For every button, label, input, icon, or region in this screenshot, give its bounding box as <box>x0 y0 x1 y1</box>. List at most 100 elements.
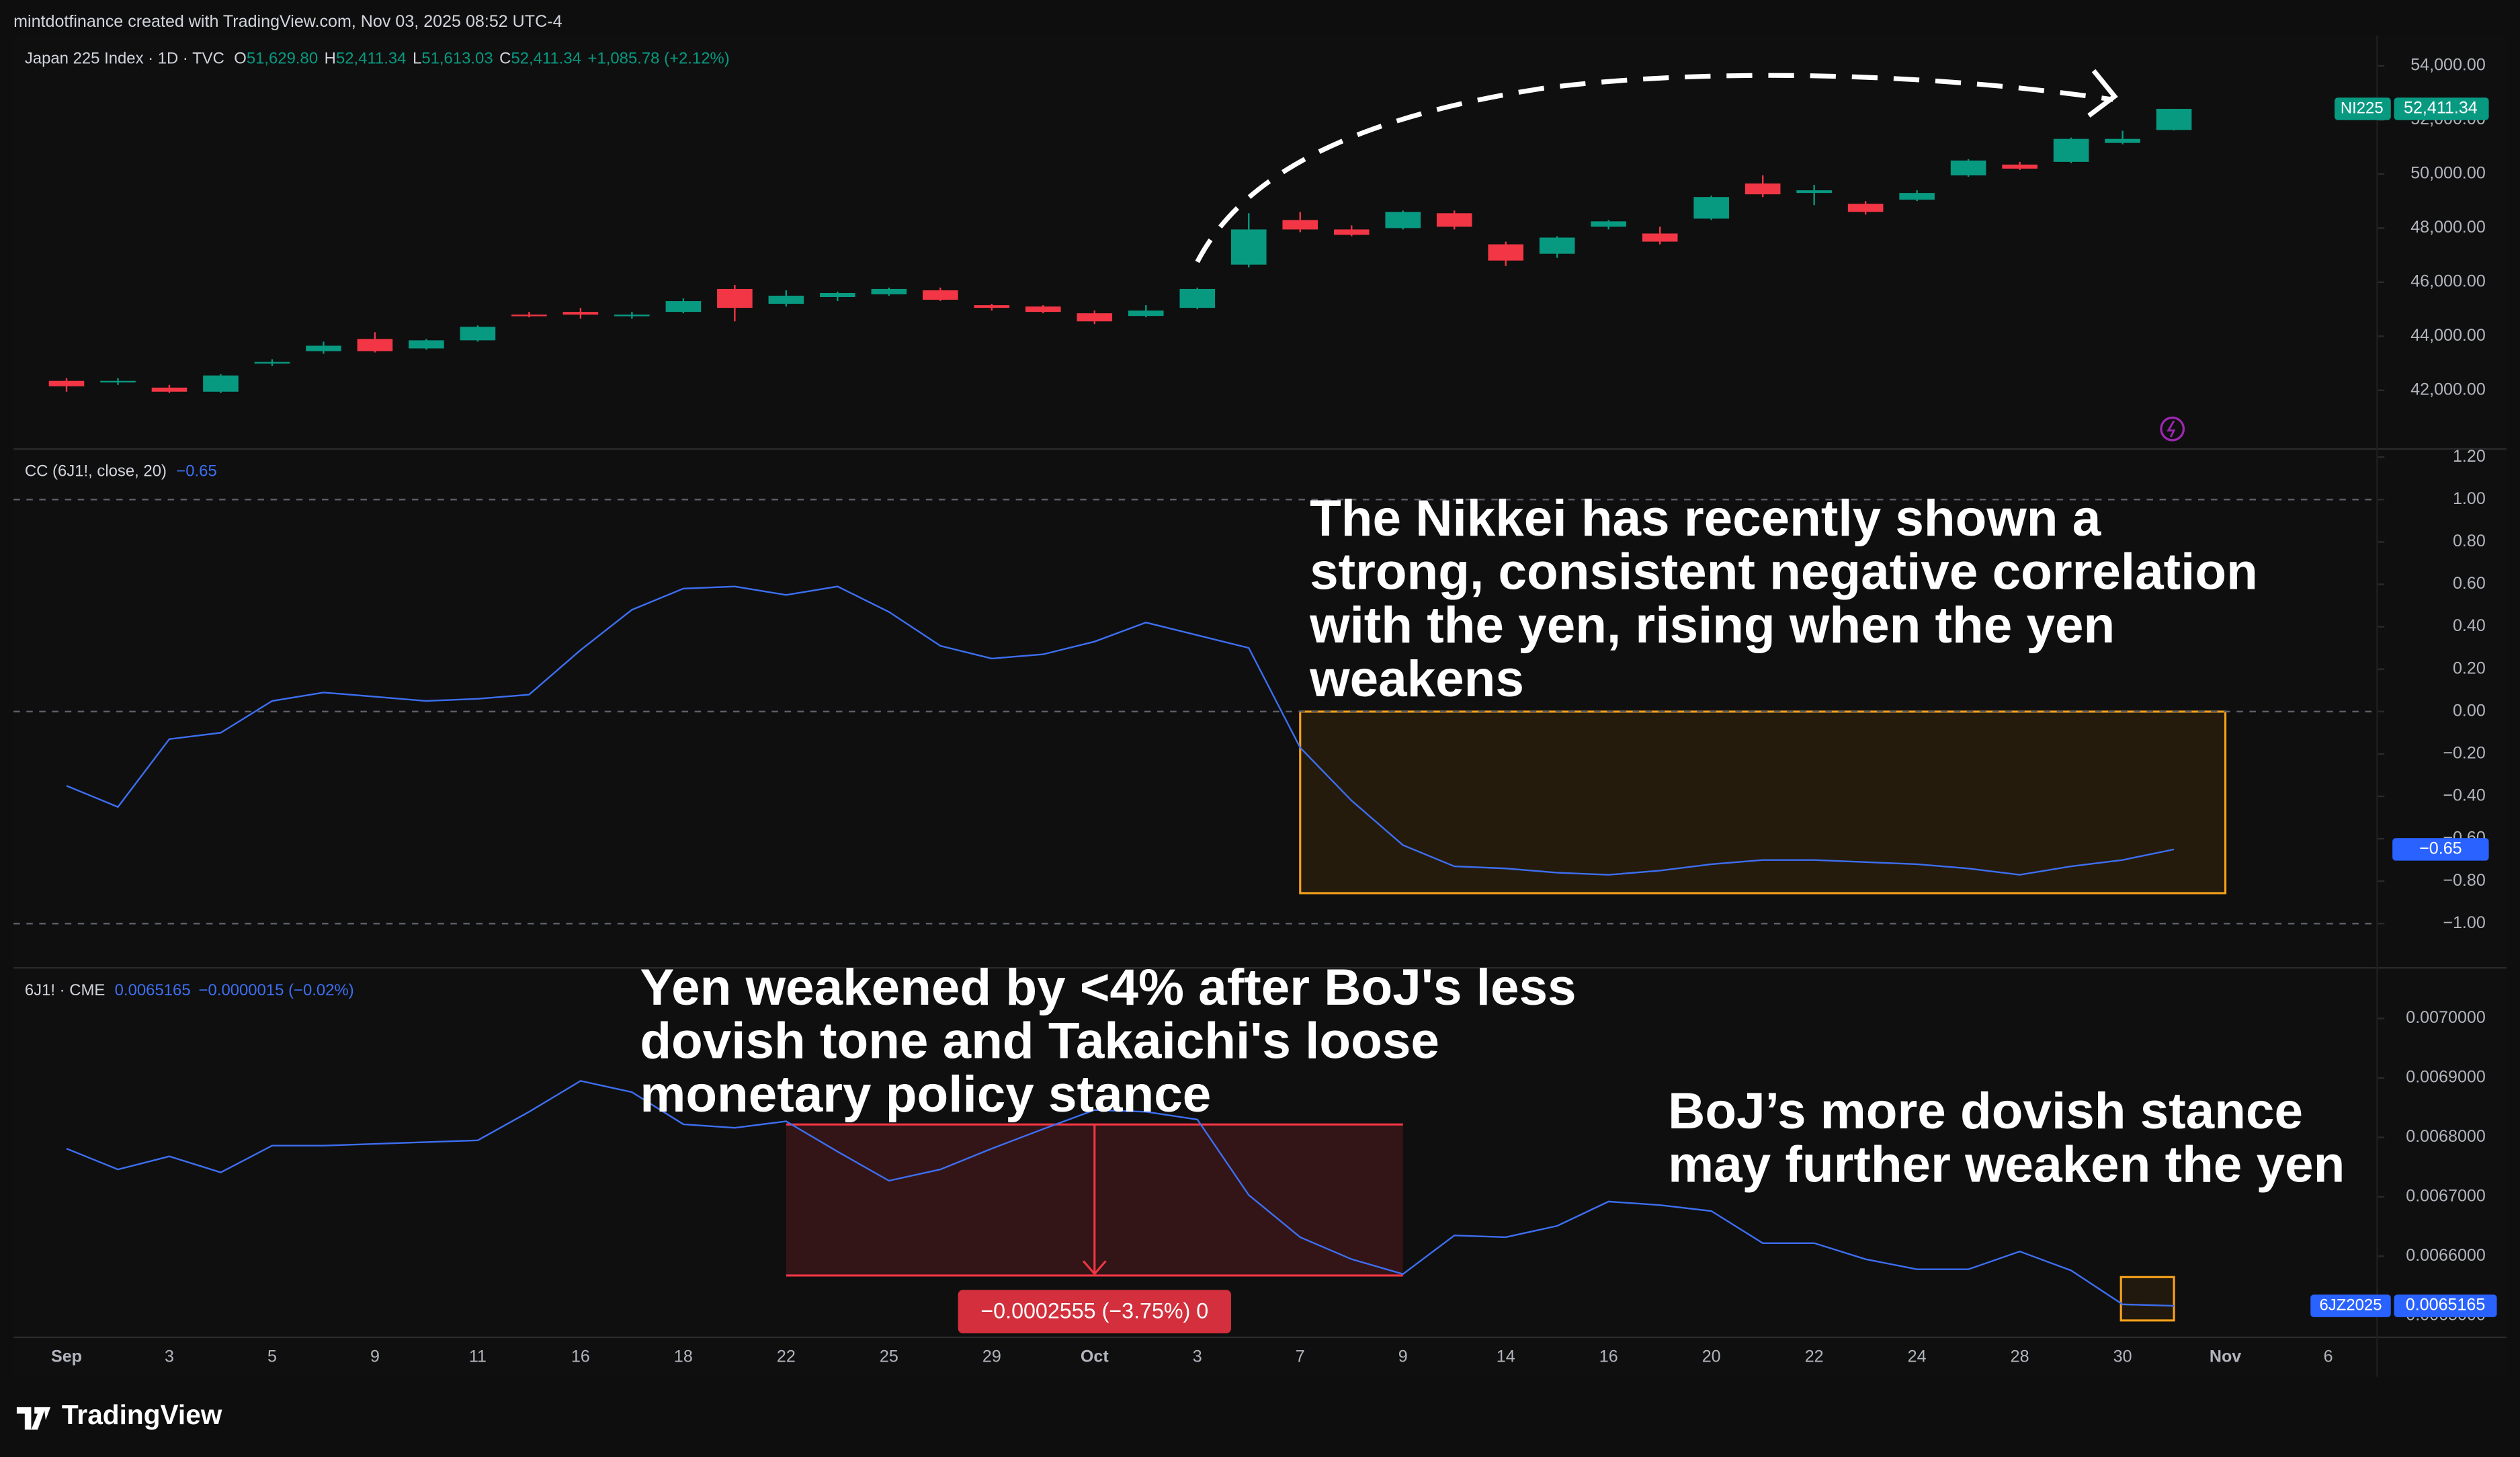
value-tag <box>2392 838 2489 861</box>
x-tick-label: 25 <box>880 1347 898 1366</box>
y-tick-label: 0.20 <box>2453 659 2486 677</box>
event-icon[interactable] <box>2160 416 2185 442</box>
price-tag-value: 52,411.34 <box>2404 99 2478 118</box>
y-tick-label: 46,000.00 <box>2410 272 2486 291</box>
legend-label: O <box>234 50 247 68</box>
y-tick-label: 1.00 <box>2453 489 2486 508</box>
candle-body <box>614 315 650 317</box>
legend-change: −0.0000015 (−0.02%) <box>199 981 354 999</box>
price-tag <box>2335 97 2391 120</box>
y-tick-label: 48,000.00 <box>2410 218 2486 237</box>
footer-logo-mark <box>16 1407 51 1430</box>
candle-body <box>1077 313 1113 322</box>
annotation: monetary policy stance <box>640 1066 1211 1123</box>
candle-body <box>48 380 85 386</box>
value-tag <box>2394 1294 2497 1317</box>
annotation: strong, consistent negative correlation <box>1310 544 2258 601</box>
footer-logo: TradingView <box>62 1399 222 1430</box>
y-tick-label: 0.0066000 <box>2406 1246 2486 1265</box>
x-tick-label: 6 <box>2324 1347 2333 1366</box>
candle-body <box>460 327 496 341</box>
legend-name: Japan 225 Index · 1D · TVC <box>25 50 224 68</box>
annotation: The Nikkei has recently shown a <box>1310 490 2102 547</box>
y-tick-label: 0.0069000 <box>2406 1068 2486 1087</box>
legend: Japan 225 Index · 1D · TVC O51,629.80 H52,… <box>25 50 730 68</box>
measure-arrowhead <box>1082 1260 1107 1276</box>
candle-body <box>1230 229 1267 265</box>
candle-body <box>665 301 702 313</box>
y-tick-label: 0.0070000 <box>2406 1008 2486 1027</box>
candle-body <box>511 315 547 317</box>
event-icon-bolt <box>2167 420 2176 438</box>
y-tick-label: 54,000.00 <box>2410 56 2486 75</box>
y-tick-label: 44,000.00 <box>2410 326 2486 345</box>
candle-body <box>1642 233 1678 242</box>
y-tick-label: 0.0067000 <box>2406 1186 2486 1205</box>
candle-body <box>1385 212 1421 228</box>
candle-body <box>2156 108 2192 130</box>
legend-value: 51,613.03 <box>421 50 493 68</box>
candle-body <box>871 288 907 294</box>
candle-body <box>974 305 1010 308</box>
legend-label: H <box>325 50 336 68</box>
candle-body <box>1025 306 1061 313</box>
y-tick-label: 0.60 <box>2453 574 2486 593</box>
annotation: dovish tone and Takaichi's loose <box>640 1013 1439 1070</box>
annotation: may further weaken the yen <box>1668 1136 2345 1194</box>
highlight-box <box>1299 710 2227 894</box>
candle-body <box>1333 229 1370 235</box>
legend-name: CC (6J1!, close, 20) <box>25 462 167 481</box>
x-tick-label: 22 <box>1805 1347 1824 1366</box>
x-tick-label: Nov <box>2210 1347 2241 1366</box>
x-tick-label: 29 <box>982 1347 1001 1366</box>
indicator-line <box>66 585 2175 876</box>
legend: CC (6J1!, close, 20) −0.65 <box>25 462 217 481</box>
candle-body <box>1488 244 1524 261</box>
candle-body <box>1847 204 1884 212</box>
y-tick-label: −0.20 <box>2443 744 2485 763</box>
candle-body <box>1282 220 1318 230</box>
candle-body <box>203 375 239 392</box>
annotation: with the yen, rising when the yen <box>1309 597 2115 654</box>
x-tick-label: 24 <box>1908 1347 1927 1366</box>
candle-body <box>2002 164 2038 169</box>
x-tick-label: 16 <box>571 1347 590 1366</box>
x-tick-label: 3 <box>165 1347 174 1366</box>
y-tick-label: 42,000.00 <box>2410 380 2486 399</box>
x-tick-label: 28 <box>2011 1347 2029 1366</box>
measure-label: −0.0002555 (−3.75%) 0 <box>980 1298 1208 1323</box>
price-tag-name: NI225 <box>2341 99 2384 117</box>
legend-change: +1,085.78 (+2.12%) <box>588 50 730 68</box>
indicator-line <box>66 1080 2175 1307</box>
x-tick-label: 18 <box>674 1347 693 1366</box>
candle-body <box>306 345 341 351</box>
candle-body <box>1693 197 1729 219</box>
candle-body <box>1539 237 1575 254</box>
candle-body <box>254 362 290 364</box>
legend-value: 0.0065165 <box>115 981 191 999</box>
candle-body <box>2053 138 2089 162</box>
x-tick-label: Oct <box>1081 1347 1109 1366</box>
legend-value: 52,411.34 <box>336 50 407 68</box>
annotation: Yen weakened by <4% after BoJ's less <box>640 959 1576 1016</box>
candle-body <box>1179 288 1216 308</box>
x-tick-label: 22 <box>777 1347 796 1366</box>
x-tick-label: 9 <box>1398 1347 1408 1366</box>
y-tick-label: 0.80 <box>2453 532 2486 550</box>
candle-body <box>717 288 753 308</box>
legend-value: 52,411.34 <box>511 50 581 68</box>
x-tick-label: 3 <box>1193 1347 1202 1366</box>
candle-body <box>1796 190 1832 194</box>
x-tick-label: 14 <box>1497 1347 1515 1366</box>
x-tick-label: 7 <box>1296 1347 1305 1366</box>
value-tag-value: 0.0065165 <box>2406 1296 2486 1315</box>
candle-body <box>923 290 958 300</box>
x-tick-label: 20 <box>1702 1347 1721 1366</box>
x-tick-label: 30 <box>2113 1347 2132 1366</box>
legend-value: −0.65 <box>176 462 216 481</box>
header-text: mintdotfinance created with TradingView.… <box>13 12 562 31</box>
y-tick-label: 0.0068000 <box>2406 1127 2486 1146</box>
candle-body <box>1436 213 1472 227</box>
